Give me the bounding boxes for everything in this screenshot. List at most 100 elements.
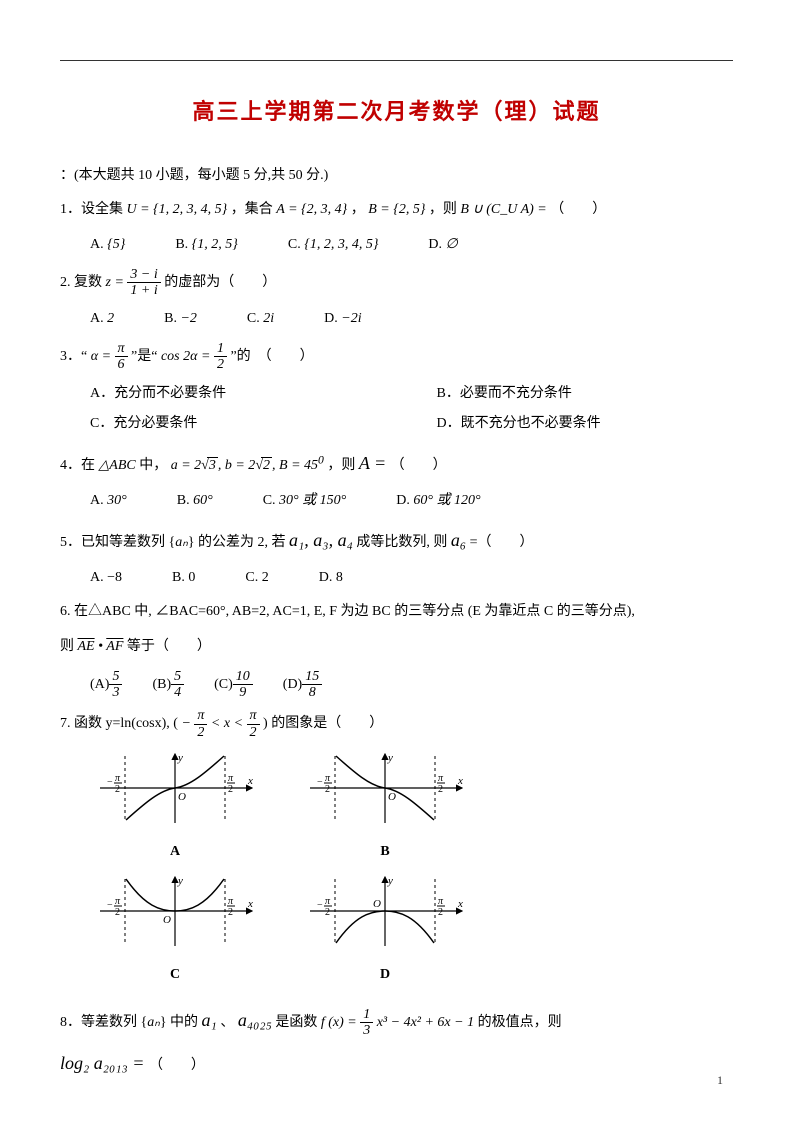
- q6-line1: 6. 在△ABC 中, ∠BAC=60°, AB=2, AC=1, E, F 为…: [60, 599, 733, 626]
- svg-text:π: π: [115, 896, 121, 907]
- q4-opt-A: A. 30°: [90, 488, 127, 515]
- q7-label-C: C: [90, 962, 260, 989]
- q6-opt-B: (B)54: [152, 669, 184, 701]
- q1-stem-b: ，集合: [231, 202, 273, 217]
- svg-text:2: 2: [325, 907, 330, 918]
- q3: 3．“ α = π 6 ”是“ cos 2α = 1 2 ”的 （ ）: [60, 341, 733, 373]
- q6-opt-D: (D)158: [283, 669, 322, 701]
- q1-options: A. {5} B. {1, 2, 5} C. {1, 2, 3, 4, 5} D…: [90, 232, 733, 259]
- q8-stem-b: } 中的: [160, 1015, 198, 1030]
- q1-opt-A: A. {5}: [90, 232, 125, 259]
- svg-text:−: −: [317, 777, 323, 788]
- svg-text:2: 2: [228, 784, 233, 795]
- q4: 4．在 △ABC 中， a = 2√3, b = 2√2, B = 450 ，则…: [60, 446, 733, 480]
- q8-an: aₙ: [147, 1015, 160, 1030]
- svg-text:π: π: [325, 773, 331, 784]
- q8-f-lhs: f (x) =: [321, 1015, 357, 1030]
- q3-opt-C: C．充分必要条件: [90, 411, 387, 438]
- q3-opt-A: A．充分而不必要条件: [90, 381, 387, 408]
- q6-line2: 则 AE • AF 等于（ ）: [60, 634, 733, 661]
- q5-opt-D: D. 8: [319, 565, 343, 592]
- svg-text:−: −: [107, 777, 113, 788]
- q1-stem-d: ，则: [429, 202, 457, 217]
- q4-options: A. 30° B. 60° C. 30° 或 150° D. 60° 或 120…: [90, 488, 733, 515]
- q2-opt-D: D. −2i: [324, 306, 361, 333]
- q4-stem-c: ，则: [327, 458, 355, 473]
- svg-text:O: O: [163, 914, 171, 926]
- svg-text:π: π: [228, 773, 234, 784]
- q8-stem-d: 的极值点，则: [478, 1015, 562, 1030]
- q8-log: log₂ a₂₀₁₃ =: [60, 1053, 149, 1073]
- q7-graph-D: y x O −π2 π2 D: [300, 871, 470, 988]
- svg-text:2: 2: [115, 784, 120, 795]
- svg-text:y: y: [387, 875, 393, 887]
- svg-text:−: −: [107, 900, 113, 911]
- q4-opt-D: D. 60° 或 120°: [396, 488, 480, 515]
- q3-cos-frac: 1 2: [214, 341, 227, 373]
- q3-stem-c: ”的 （ ）: [230, 349, 313, 364]
- q5-stem-a: 5．已知等差数列 {: [60, 535, 175, 550]
- q6-line2b: 等于（ ）: [127, 639, 211, 654]
- q8-f-rest: x³ − 4x² + 6x − 1: [377, 1015, 474, 1030]
- q6-options: (A)53 (B)54 (C)109 (D)158: [90, 669, 733, 701]
- top-rule: [60, 60, 733, 61]
- q8-sep: 、: [220, 1015, 238, 1030]
- q8: 8．等差数列 {aₙ} 中的 a₁ 、 a₄₀₂₅ 是函数 f (x) = 13…: [60, 1003, 733, 1039]
- q7-graph-A: y x O −π2 π2 A: [90, 748, 260, 865]
- svg-text:x: x: [247, 775, 253, 787]
- svg-text:y: y: [177, 875, 183, 887]
- q2-opt-B: B. −2: [164, 306, 197, 333]
- q8-f-frac: 13: [360, 1007, 373, 1039]
- q6-opt-C: (C)109: [214, 669, 253, 701]
- q5-opt-A: A. −8: [90, 565, 122, 592]
- svg-text:−: −: [317, 900, 323, 911]
- q2-opt-C: C. 2i: [247, 306, 274, 333]
- q2-stem-a: 2. 复数: [60, 275, 102, 290]
- q3-alpha: α =: [91, 349, 111, 364]
- q4-opt-C: C. 30° 或 150°: [263, 488, 347, 515]
- svg-text:2: 2: [438, 784, 443, 795]
- q2-frac: 3 − i 1 + i: [127, 267, 160, 299]
- q5-options: A. −8 B. 0 C. 2 D. 8: [90, 565, 733, 592]
- q7-minus: −: [181, 717, 190, 732]
- q3-stem-a: 3．“: [60, 349, 87, 364]
- q2-z: z =: [106, 275, 124, 290]
- svg-text:x: x: [457, 775, 463, 787]
- q6-opt-A: (A)53: [90, 669, 122, 701]
- q2-options: A. 2 B. −2 C. 2i D. −2i: [90, 306, 733, 333]
- svg-text:π: π: [228, 896, 234, 907]
- q7-label-A: A: [90, 839, 260, 866]
- svg-text:O: O: [388, 791, 396, 803]
- svg-text:y: y: [177, 752, 183, 764]
- q7-pi2-r: π2: [247, 708, 260, 740]
- q4-stem-b: 中，: [139, 458, 167, 473]
- q1-expr: B ∪ (C_U A) =: [460, 202, 546, 217]
- q1: 1．设全集 U = {1, 2, 3, 4, 5} ，集合 A = {2, 3,…: [60, 197, 733, 224]
- q7-label-B: B: [300, 839, 470, 866]
- q4-opt-B: B. 60°: [177, 488, 213, 515]
- q5-stem-d: =（ ）: [470, 535, 534, 550]
- page-title: 高三上学期第二次月考数学（理）试题: [60, 91, 733, 133]
- q1-stem-a: 1．设全集: [60, 202, 123, 217]
- svg-text:O: O: [373, 898, 381, 910]
- q2: 2. 复数 z = 3 − i 1 + i 的虚部为（ ）: [60, 267, 733, 299]
- q2-stem-b: 的虚部为（ ）: [164, 275, 276, 290]
- svg-text:2: 2: [325, 784, 330, 795]
- q3-opt-B: B．必要而不充分条件: [437, 381, 734, 408]
- q8-line2: log₂ a₂₀₁₃ = （ ）: [60, 1046, 733, 1080]
- q7-graph-C: y x O −π2 π2 C: [90, 871, 260, 988]
- section-intro: ：(本大题共 10 小题，每小题 5 分,共 50 分.): [60, 163, 733, 190]
- q5-an: aₙ: [175, 535, 188, 550]
- q5-stem-b: } 的公差为 2, 若: [188, 535, 286, 550]
- q5-stem-c: 成等比数列, 则: [356, 535, 447, 550]
- q7-label-D: D: [300, 962, 470, 989]
- q3-options: A．充分而不必要条件 B．必要而不充分条件 C．充分必要条件 D．既不充分也不必…: [90, 381, 733, 438]
- q5: 5．已知等差数列 {aₙ} 的公差为 2, 若 a₁, a₃, a₄ 成等比数列…: [60, 523, 733, 557]
- q6-vec1: AE: [78, 639, 95, 654]
- q7-lt1: < x <: [211, 717, 247, 732]
- svg-text:π: π: [438, 896, 444, 907]
- svg-text:y: y: [387, 752, 393, 764]
- svg-text:x: x: [457, 898, 463, 910]
- q7: 7. 函数 y=ln(cosx), ( − π2 < x < π2 ) 的图象是…: [60, 708, 733, 740]
- q5-opt-C: C. 2: [245, 565, 268, 592]
